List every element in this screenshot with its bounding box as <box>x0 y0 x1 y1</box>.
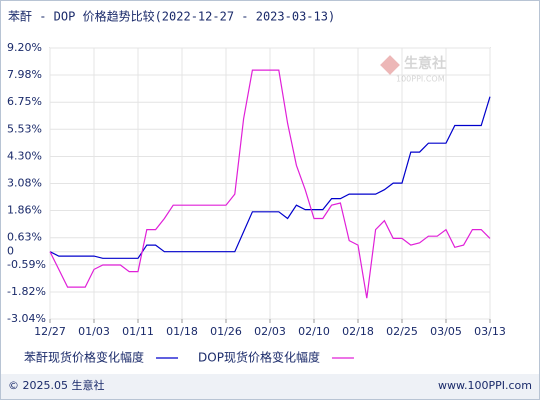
y-tick-label: 9.20% <box>7 41 42 54</box>
x-tick-label: 02/03 <box>254 325 286 338</box>
y-tick-label: 4.30% <box>7 149 42 162</box>
y-tick-label: 7.98% <box>7 68 42 81</box>
x-tick-label: 01/26 <box>210 325 242 338</box>
watermark-logo <box>380 55 400 75</box>
y-tick-label: 1.86% <box>7 204 42 217</box>
x-tick-label: 01/11 <box>122 325 154 338</box>
watermark: 生意社 100PPI.COM <box>380 55 446 84</box>
y-tick-label: 6.75% <box>7 95 42 108</box>
x-tick-label: 02/25 <box>386 325 418 338</box>
watermark-site: 100PPI.COM <box>396 75 445 84</box>
y-tick-label: 0.63% <box>7 231 42 244</box>
series-line <box>49 96 491 259</box>
footer-copyright: © 2025.05 生意社 <box>8 378 104 392</box>
x-tick-label: 01/03 <box>78 325 110 338</box>
legend-label: 苯酐现货价格变化幅度 <box>24 350 144 365</box>
watermark-name: 生意社 <box>404 55 446 72</box>
y-tick-label: -0.59% <box>7 258 46 271</box>
y-tick-label: 0 <box>7 245 14 258</box>
x-tick-label: 03/13 <box>474 325 506 338</box>
footer-site: www.100PPI.com <box>438 379 532 392</box>
x-tick-label: 01/18 <box>166 325 198 338</box>
series-line <box>49 69 491 299</box>
footer-bar <box>1 374 539 399</box>
x-tick-label: 03/05 <box>430 325 462 338</box>
x-tick-label: 12/27 <box>34 325 66 338</box>
y-tick-label: -1.82% <box>7 285 46 298</box>
y-tick-label: -3.04% <box>7 312 46 325</box>
y-tick-label: 3.08% <box>7 177 42 190</box>
y-tick-label: 5.53% <box>7 122 42 135</box>
chart-title: 苯酐 - DOP 价格趋势比较(2022-12-27 - 2023-03-13) <box>8 9 335 24</box>
legend-label: DOP现货价格变化幅度 <box>198 350 320 365</box>
x-tick-label: 02/10 <box>298 325 330 338</box>
x-tick-label: 02/18 <box>342 325 374 338</box>
